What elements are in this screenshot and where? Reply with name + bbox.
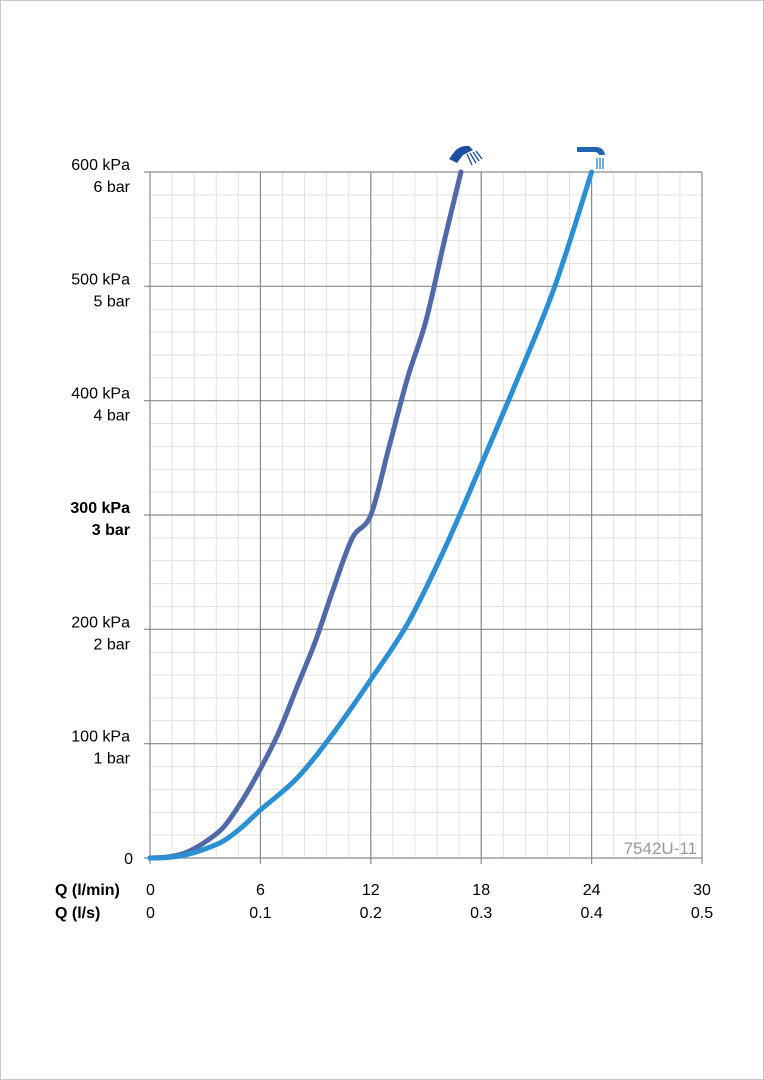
- y-tick-label-bar: 2 bar: [94, 636, 131, 653]
- y-tick-label-kpa: 0: [124, 851, 133, 868]
- x2-unit-label: Q (l/s): [55, 905, 100, 922]
- y-tick-label-kpa: 500 kPa: [71, 271, 130, 288]
- y-tick-label-kpa: 300 kPa: [70, 500, 130, 517]
- x-unit-label: Q (l/min): [55, 882, 120, 899]
- y-tick-label-kpa: 600 kPa: [71, 157, 130, 174]
- y-tick-label-bar: 4 bar: [94, 408, 131, 425]
- y-tick-label-bar: 6 bar: [94, 179, 131, 196]
- x-tick-label: 18: [472, 882, 490, 899]
- series-line-1: [147, 169, 464, 861]
- overhead-shower-icon: [577, 147, 605, 169]
- x2-tick-label: 0.2: [360, 905, 382, 922]
- x2-tick-label: 0.4: [580, 905, 602, 922]
- y-tick-label-kpa: 200 kPa: [71, 614, 130, 631]
- x-tick-label: 6: [256, 882, 265, 899]
- y-tick-label-bar: 5 bar: [94, 293, 131, 310]
- x2-tick-label: 0: [146, 905, 155, 922]
- x-tick-label: 0: [146, 882, 155, 899]
- x-tick-label: 24: [583, 882, 601, 899]
- hand-shower-icon: [449, 145, 483, 166]
- drawing-code: 7542U-11: [624, 839, 697, 858]
- x-tick-label: 30: [693, 882, 711, 899]
- y-tick-label-kpa: 100 kPa: [71, 729, 130, 746]
- y-tick-label-kpa: 400 kPa: [71, 386, 130, 403]
- y-tick-label-bar: 1 bar: [94, 751, 131, 768]
- x2-tick-label: 0.3: [470, 905, 492, 922]
- x2-tick-label: 0.1: [249, 905, 271, 922]
- x-tick-label: 12: [362, 882, 380, 899]
- x2-tick-label: 0.5: [691, 905, 713, 922]
- y-tick-label-bar: 3 bar: [92, 522, 130, 539]
- series-line-2: [147, 169, 595, 861]
